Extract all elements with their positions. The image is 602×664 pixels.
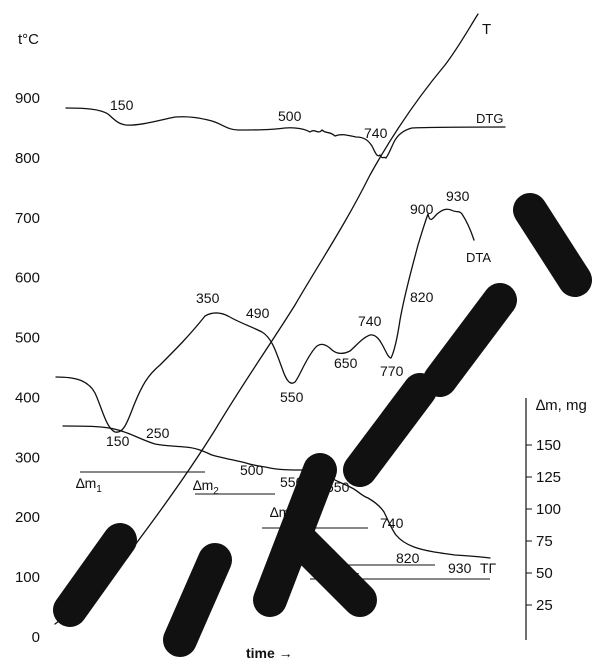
series-DTG-label: DTG [476,111,503,126]
watermark-strokes [53,193,592,657]
dtg-annotation: 500 [278,108,302,124]
watermark-stroke [53,523,137,627]
watermark-stroke [343,373,437,487]
dta-annotation: 650 [334,355,358,371]
dta-annotation: 490 [246,305,270,321]
dta-annotation: 900 [410,201,434,217]
series-TG-label: TΓ [480,560,497,576]
y-right-tick-label: 100 [536,501,561,518]
y-right-tick-label: 125 [536,469,561,486]
y-right-tick-label: 50 [536,565,553,582]
y-right-tick-label: 75 [536,533,553,550]
series-DTA-line [55,208,475,433]
y-left-tick-label: 500 [15,330,40,347]
y-left-tick-label: 100 [15,569,40,586]
series-DTA-label: DTA [466,250,491,265]
y-left-tick-label: 600 [15,270,40,287]
dta-annotation: 350 [196,290,220,306]
y-left-tick-label: 400 [15,389,40,406]
dta-annotation: 150 [106,433,130,449]
y-left-label: t°C [18,31,39,48]
dtg-annotation: 740 [364,125,388,141]
mass-step-label: ∆m2 [193,477,219,497]
tg-annotation: 500 [240,462,264,478]
x-axis-label: time → [246,645,293,661]
y-right-label: ∆m, mg [536,397,587,414]
watermark-stroke [163,543,232,657]
dtg-annotation: 150 [110,97,134,113]
y-left-tick-label: 0 [32,629,40,646]
dta-annotation: 550 [280,389,304,405]
y-right-ticks: 25 50 75 100 125 150 [526,437,561,614]
series-DTA-annotations: 150 350 490 550 650 740 770 820 900 930 [106,188,470,449]
tg-annotation: 740 [380,515,404,531]
y-left-tick-label: 300 [15,449,40,466]
y-left-tick-label: 200 [15,509,40,526]
dta-annotation: 820 [410,289,434,305]
y-left-tick-label: 900 [15,90,40,107]
dta-annotation: 740 [358,313,382,329]
watermark-stroke [513,193,592,297]
y-right-tick-label: 25 [536,597,553,614]
tg-annotation: 820 [396,550,420,566]
watermark-stroke [253,453,377,617]
mass-step-label: ∆m1 [76,475,102,495]
tg-annotation: 250 [146,425,170,441]
series-DTG-annotations: 150 500 740 [110,97,388,141]
watermark-stroke [423,283,517,397]
dta-annotation: 930 [446,188,470,204]
y-left-tick-label: 800 [15,150,40,167]
y-left-tick-label: 700 [15,210,40,227]
series-DTG-line [65,107,506,159]
y-left-ticks: 0 100 200 300 400 500 600 700 800 900 [15,90,40,646]
tg-annotation: 930 [448,560,472,576]
y-right-tick-label: 150 [536,437,561,454]
series-T-label: T [482,21,491,38]
dta-annotation: 770 [380,363,404,379]
